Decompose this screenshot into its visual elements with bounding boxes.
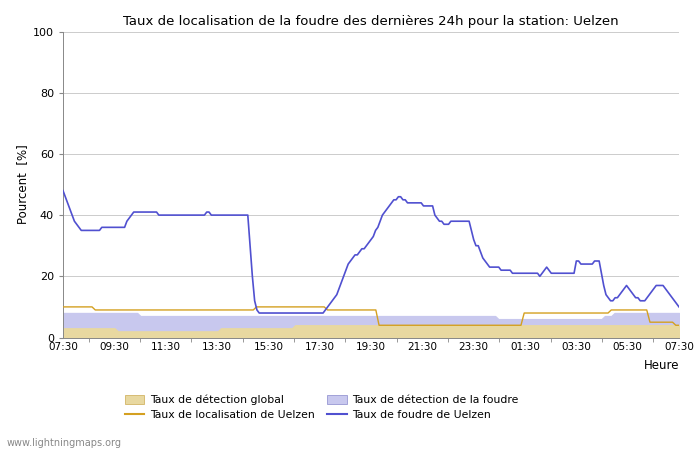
Legend: Taux de détection global, Taux de localisation de Uelzen, Taux de détection de l: Taux de détection global, Taux de locali… — [125, 395, 519, 420]
Title: Taux de localisation de la foudre des dernières 24h pour la station: Uelzen: Taux de localisation de la foudre des de… — [123, 14, 619, 27]
Text: www.lightningmaps.org: www.lightningmaps.org — [7, 438, 122, 448]
Text: Heure: Heure — [643, 359, 679, 372]
Y-axis label: Pourcent  [%]: Pourcent [%] — [16, 144, 29, 225]
